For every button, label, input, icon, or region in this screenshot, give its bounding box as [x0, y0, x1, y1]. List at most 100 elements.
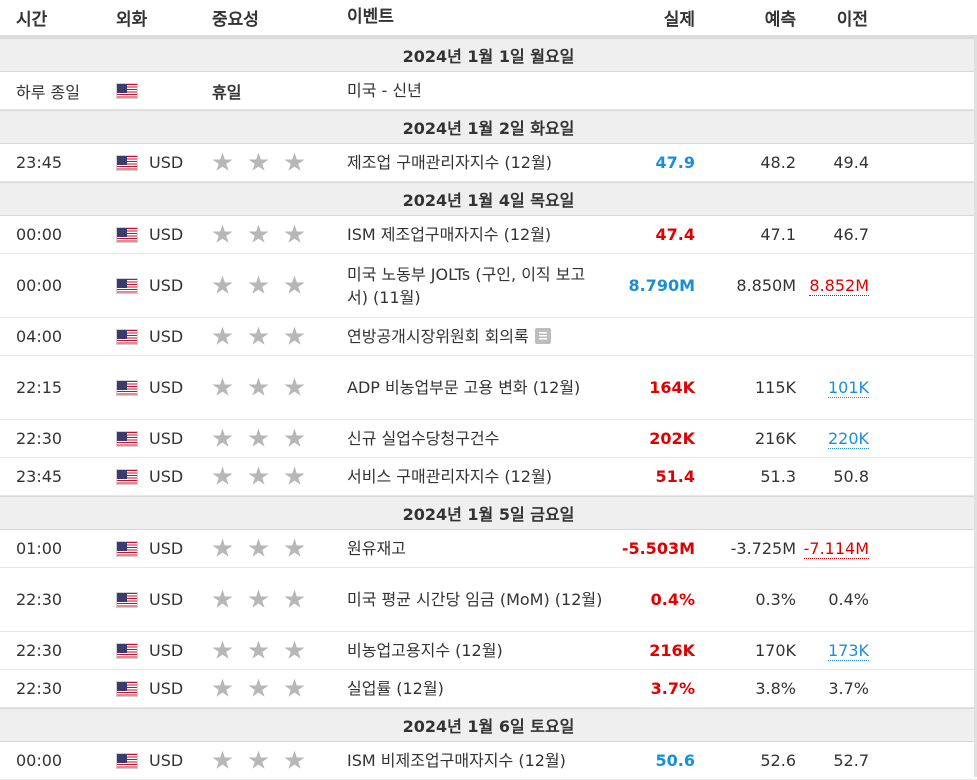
- star-icon: [248, 538, 269, 557]
- forecast-value: 170K: [754, 641, 796, 660]
- event-time: 22:30: [16, 429, 63, 448]
- star-icon: [284, 377, 305, 396]
- importance-stars: [198, 678, 333, 699]
- event-time: 00:00: [16, 276, 63, 295]
- event-time: 하루 종일: [16, 82, 80, 102]
- currency-code: USD: [149, 153, 184, 172]
- us-flag-icon: [116, 752, 138, 769]
- currency-cell: USD: [102, 327, 198, 346]
- event-link[interactable]: 미국 평균 시간당 임금 (MoM) (12월): [347, 590, 603, 609]
- table-row[interactable]: 04:00 USD 연방공개시장위원회 회의록: [0, 318, 977, 356]
- us-flag-icon: [116, 680, 138, 697]
- revised-previous[interactable]: 220K: [827, 429, 869, 449]
- table-row[interactable]: 하루 종일 휴일 미국 - 신년: [0, 72, 977, 110]
- header-currency[interactable]: 외화: [116, 10, 148, 30]
- importance-stars: [198, 224, 333, 245]
- us-flag-icon: [116, 379, 138, 396]
- currency-cell: USD: [102, 641, 198, 660]
- star-icon: [284, 275, 305, 294]
- currency-cell: USD: [102, 679, 198, 698]
- header-time[interactable]: 시간: [16, 10, 48, 30]
- event-link[interactable]: 비농업고용지수 (12월): [347, 641, 503, 660]
- revised-previous[interactable]: 101K: [827, 378, 869, 398]
- star-icon: [248, 640, 269, 659]
- event-time: 22:30: [16, 679, 63, 698]
- event-link[interactable]: 서비스 구매관리자지수 (12월): [347, 467, 552, 486]
- table-row[interactable]: 23:45 USD 서비스 구매관리자지수 (12월) 51.4 51.3 50…: [0, 458, 977, 496]
- event-link[interactable]: 실업률 (12월): [347, 679, 444, 698]
- event-link[interactable]: 연방공개시장위원회 회의록: [347, 327, 529, 346]
- table-row[interactable]: 22:15 USD ADP 비농업부문 고용 변화 (12월) 164K 115…: [0, 356, 977, 420]
- actual-value: 51.4: [655, 467, 695, 486]
- us-flag-icon: [116, 277, 138, 294]
- previous-value: 220K: [800, 429, 926, 449]
- header-forecast[interactable]: 예측: [764, 10, 796, 30]
- star-icon: [212, 589, 233, 608]
- event-link[interactable]: 제조업 구매관리자지수 (12월): [347, 153, 552, 172]
- event-time: 22:30: [16, 590, 63, 609]
- currency-code: USD: [149, 225, 184, 244]
- forecast-value: -3.725M: [730, 539, 796, 558]
- currency-code: USD: [149, 590, 184, 609]
- table-row[interactable]: 22:30 USD 비농업고용지수 (12월) 216K 170K 173K: [0, 632, 977, 670]
- table-row[interactable]: 22:30 USD 신규 실업수당청구건수 202K 216K 220K: [0, 420, 977, 458]
- table-row[interactable]: 22:30 USD 미국 평균 시간당 임금 (MoM) (12월) 0.4% …: [0, 568, 977, 632]
- event-time: 00:00: [16, 751, 63, 770]
- currency-code: USD: [149, 641, 184, 660]
- event-link[interactable]: 신규 실업수당청구건수: [347, 429, 500, 448]
- star-icon: [284, 678, 305, 697]
- table-row[interactable]: 00:00 USD ISM 제조업구매자지수 (12월) 47.4 47.1 4…: [0, 216, 977, 254]
- document-icon[interactable]: [534, 328, 551, 344]
- star-icon: [212, 466, 233, 485]
- star-icon: [212, 428, 233, 447]
- previous-value: 46.7: [833, 225, 869, 244]
- currency-code: USD: [149, 327, 184, 346]
- previous-value: 8.852M: [800, 276, 926, 296]
- importance-stars: [198, 466, 333, 487]
- star-icon: [284, 640, 305, 659]
- table-row[interactable]: 00:00 USD ISM 비제조업구매자지수 (12월) 50.6 52.6 …: [0, 742, 977, 780]
- us-flag-icon: [116, 468, 138, 485]
- actual-value: 216K: [649, 641, 695, 660]
- us-flag-icon: [116, 591, 138, 608]
- star-icon: [284, 466, 305, 485]
- day-header: 2024년 1월 1일 월요일: [0, 38, 977, 72]
- currency-code: USD: [149, 378, 184, 397]
- actual-value: 8.790M: [628, 276, 695, 295]
- revised-previous[interactable]: 173K: [827, 641, 869, 661]
- event-link[interactable]: 미국 노동부 JOLTs (구인, 이직 보고서) (11월): [347, 264, 586, 307]
- forecast-value: 115K: [754, 378, 796, 397]
- star-icon: [248, 152, 269, 171]
- forecast-value: 0.3%: [755, 590, 796, 609]
- revised-previous[interactable]: 8.852M: [809, 276, 869, 296]
- event-link[interactable]: 원유재고: [347, 539, 406, 558]
- star-icon: [248, 678, 269, 697]
- scrollbar-track[interactable]: [974, 38, 977, 777]
- event-link[interactable]: ISM 비제조업구매자지수 (12월): [347, 751, 566, 770]
- table-row[interactable]: 22:30 USD 실업률 (12월) 3.7% 3.8% 3.7%: [0, 670, 977, 708]
- revised-previous[interactable]: -7.114M: [803, 539, 869, 559]
- actual-value: 202K: [649, 429, 695, 448]
- table-header: 시간 외화 중요성 이벤트 실제 예측 이전: [0, 0, 977, 38]
- table-row[interactable]: 23:45 USD 제조업 구매관리자지수 (12월) 47.9 48.2 49…: [0, 144, 977, 182]
- event-link[interactable]: ADP 비농업부문 고용 변화 (12월): [347, 378, 581, 397]
- currency-cell: USD: [102, 539, 198, 558]
- actual-value: 47.4: [655, 225, 695, 244]
- header-event[interactable]: 이벤트: [347, 7, 394, 27]
- star-icon: [212, 678, 233, 697]
- star-icon: [284, 428, 305, 447]
- header-previous[interactable]: 이전: [836, 10, 868, 30]
- currency-code: USD: [149, 467, 184, 486]
- us-flag-icon: [116, 642, 138, 659]
- header-importance[interactable]: 중요성: [212, 10, 259, 30]
- table-row[interactable]: 01:00 USD 원유재고 -5.503M -3.725M -7.114M: [0, 530, 977, 568]
- currency-cell: USD: [102, 751, 198, 770]
- table-row[interactable]: 00:00 USD 미국 노동부 JOLTs (구인, 이직 보고서) (11월…: [0, 254, 977, 318]
- previous-value: 101K: [800, 378, 926, 398]
- star-icon: [248, 224, 269, 243]
- forecast-value: 3.8%: [755, 679, 796, 698]
- header-actual[interactable]: 실제: [663, 10, 695, 30]
- event-link[interactable]: ISM 제조업구매자지수 (12월): [347, 225, 552, 244]
- currency-cell: USD: [102, 153, 198, 172]
- us-flag-icon: [116, 430, 138, 447]
